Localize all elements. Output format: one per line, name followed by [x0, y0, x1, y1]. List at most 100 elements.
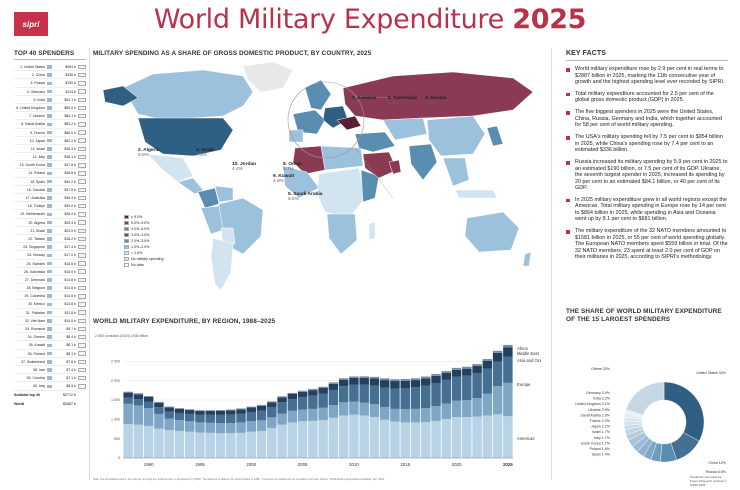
- fact-item: World military expenditure rose by 2.9 p…: [566, 66, 728, 86]
- area-segment-africa: [400, 379, 410, 381]
- spender-value: $7.1 b: [66, 376, 76, 381]
- donut-label: India 3.2%: [593, 397, 611, 401]
- area-segment-middle-east: [123, 392, 133, 398]
- spender-value: $6.4 b: [66, 384, 76, 389]
- area-segment-europe: [400, 409, 410, 423]
- spender-value: $10.5 b: [64, 318, 76, 323]
- spender-bar: [78, 163, 86, 168]
- area-segment-europe: [441, 403, 452, 419]
- area-segment-europe: [431, 406, 441, 421]
- spender-bar: [78, 212, 86, 217]
- map-callout: 3. Israel 7.5%: [196, 148, 214, 159]
- spender-bar: [78, 294, 86, 299]
- area-segment-europe: [308, 408, 318, 421]
- flag-icon: [47, 245, 52, 249]
- area-segment-middle-east: [379, 380, 390, 388]
- spender-value: $954 b: [65, 65, 76, 69]
- spender-value: $14.5 b: [64, 294, 76, 299]
- spender-value: $30.0 b: [64, 204, 76, 209]
- spender-value: $8.4 b: [66, 335, 76, 340]
- area-segment-middle-east: [256, 405, 267, 411]
- area-segment-africa: [184, 409, 195, 411]
- donut-label: Russia 6.6%: [706, 470, 727, 474]
- map-algeria: [292, 145, 326, 175]
- publisher-credit: Stockholm International Peace Research I…: [690, 475, 727, 487]
- flag-icon: [47, 188, 52, 192]
- spender-name: 17. Australia: [25, 196, 45, 200]
- legend-item: No data: [124, 262, 164, 268]
- spender-name: 27. Denmark: [24, 277, 45, 282]
- spender-row: 30. Mexico $13.8 b: [14, 300, 86, 309]
- flag-icon: [47, 261, 52, 266]
- map-turkey-iran: [354, 131, 396, 153]
- area-segment-middle-east: [297, 391, 308, 398]
- spender-name: 8. Saudi Arabia: [21, 122, 45, 127]
- area-segment-europe: [256, 420, 267, 431]
- spender-row: 9. France $66.0 b: [14, 129, 86, 137]
- area-segment-asia-and-oceania: [308, 395, 318, 409]
- spender-row: 22. Taiwan $18.2 b: [14, 235, 86, 244]
- spender-bar: [78, 122, 86, 127]
- spender-value: $336 b: [65, 73, 76, 78]
- area-segment-asia-and-oceania: [349, 384, 359, 402]
- spender-name: 21. Brazil: [30, 228, 45, 233]
- area-segment-americas: [431, 420, 441, 458]
- area-segment-americas: [441, 418, 452, 458]
- spender-row: 32. Viet Nam $10.5 b: [14, 317, 86, 325]
- donut-label: South Korea 1.7%: [581, 441, 611, 445]
- region-chart-heading: WORLD MILITARY EXPENDITURE, BY REGION, 1…: [93, 318, 276, 325]
- area-segment-africa: [215, 410, 226, 411]
- spender-value: $9.7 b: [66, 327, 76, 331]
- spender-row: 31. Pakistan $11.8 b: [14, 309, 86, 317]
- fact-item: Russia increased its military spending b…: [566, 159, 728, 192]
- area-segment-europe: [246, 421, 257, 432]
- flag-icon: [47, 351, 52, 356]
- area-segment-africa: [390, 379, 400, 382]
- spender-bar: [78, 326, 86, 332]
- flag-icon: [47, 155, 52, 159]
- flag-icon: [47, 228, 52, 233]
- spender-bar: [78, 302, 86, 307]
- area-segment-middle-east: [195, 411, 205, 415]
- area-segment-africa: [154, 401, 164, 403]
- map-usa: [137, 117, 234, 157]
- spender-name: 16. Canada: [26, 187, 45, 192]
- area-segment-europe: [195, 422, 205, 433]
- donut-label: France 2.3%: [590, 419, 611, 423]
- spender-bar: [78, 285, 86, 291]
- spender-value: $25.4 b: [64, 220, 76, 225]
- area-segment-middle-east: [133, 394, 144, 400]
- area-segment-americas: [359, 415, 369, 458]
- area-segment-asia-and-oceania: [410, 387, 421, 409]
- legend-label: No military spending: [131, 257, 164, 261]
- flag-icon: [47, 163, 52, 168]
- area-segment-americas: [143, 425, 154, 458]
- spender-bar: [78, 367, 86, 373]
- flag-icon: [47, 97, 52, 102]
- area-segment-europe: [359, 402, 369, 416]
- area-segment-europe: [215, 423, 226, 434]
- legend-label: ≥ 9.0%: [131, 215, 143, 219]
- flag-icon: [47, 212, 52, 217]
- map-new-zealand: [522, 251, 532, 267]
- map-madagascar: [368, 221, 376, 241]
- area-segment-africa: [379, 378, 390, 381]
- donut-label: United Kingdom 3.1%: [575, 402, 611, 406]
- area-segment-asia-and-oceania: [267, 406, 277, 418]
- map-callout: 5. Saudi Arabia 6.5%: [288, 192, 323, 203]
- spender-bar: [78, 179, 86, 184]
- area-segment-europe: [503, 382, 513, 417]
- flag-icon: [47, 106, 52, 110]
- area-segment-middle-east: [154, 402, 164, 408]
- area-segment-africa: [451, 367, 462, 370]
- legend-label: 1.0%–2.0%: [131, 245, 150, 249]
- spender-name: 10. Japan: [29, 138, 45, 143]
- donut-label: United States 33%: [696, 371, 727, 375]
- area-segment-africa: [287, 392, 298, 395]
- spender-value: $11.8 b: [64, 310, 76, 315]
- spender-name: 28. Belgium: [26, 286, 45, 291]
- area-segment-asia-and-oceania: [462, 375, 472, 400]
- spender-value: $17.4 b: [64, 245, 76, 250]
- flag-icon: [47, 237, 52, 241]
- area-segment-europe: [451, 400, 462, 418]
